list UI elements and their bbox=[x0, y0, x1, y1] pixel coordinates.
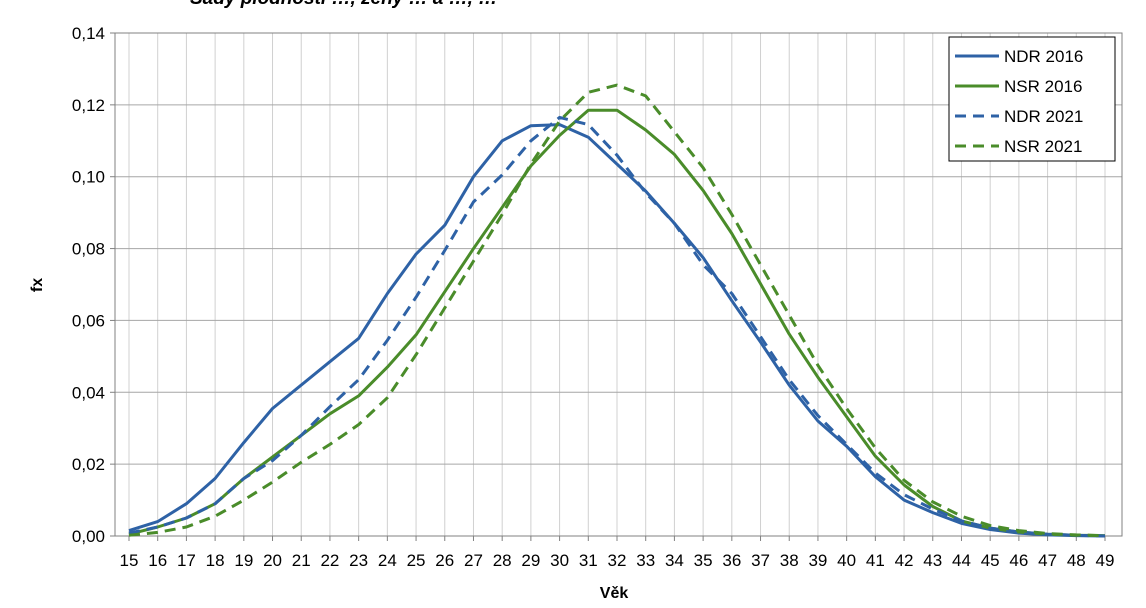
header-fragment: Sady plodnosti …, ženy … a …, … bbox=[190, 0, 497, 9]
x-tick-label: 22 bbox=[320, 551, 339, 570]
legend-label: NSR 2021 bbox=[1004, 137, 1082, 156]
plot-border bbox=[114, 32, 1123, 537]
series-line-ndr-2021 bbox=[128, 115, 1106, 538]
x-tick-label: 30 bbox=[550, 551, 569, 570]
series-line-nsr-2021 bbox=[128, 83, 1106, 538]
x-tick-label: 16 bbox=[148, 551, 167, 570]
x-tick-label: 15 bbox=[120, 551, 139, 570]
y-tick-label: 0,12 bbox=[72, 96, 105, 115]
y-axis-label: fx bbox=[29, 278, 46, 292]
x-tick-label: 19 bbox=[234, 551, 253, 570]
x-tick-label: 37 bbox=[751, 551, 770, 570]
legend-label: NDR 2021 bbox=[1004, 107, 1083, 126]
legend-box bbox=[948, 36, 1116, 162]
x-tick-label: 23 bbox=[349, 551, 368, 570]
x-tick-label: 38 bbox=[780, 551, 799, 570]
series-lines bbox=[128, 83, 1106, 538]
x-tick-label: 28 bbox=[493, 551, 512, 570]
legend-label: NDR 2016 bbox=[1004, 47, 1083, 66]
x-tick-label: 40 bbox=[837, 551, 856, 570]
x-tick-label: 46 bbox=[1009, 551, 1028, 570]
x-tick-label: 49 bbox=[1096, 551, 1115, 570]
series-line-ndr-2016 bbox=[128, 123, 1106, 538]
x-tick-label: 34 bbox=[665, 551, 684, 570]
x-tick-label: 21 bbox=[292, 551, 311, 570]
x-tick-label: 25 bbox=[407, 551, 426, 570]
x-tick-label: 42 bbox=[895, 551, 914, 570]
x-tick-label: 31 bbox=[579, 551, 598, 570]
x-tick-label: 20 bbox=[263, 551, 282, 570]
x-axis-label: Věk bbox=[600, 585, 629, 602]
x-tick-label: 29 bbox=[521, 551, 540, 570]
x-axis: 15 16 17 18 19 20 21 22 23 24 25 26 27 28 29 30 31 32 33 34… bbox=[120, 536, 1115, 570]
y-tick-label: 0,10 bbox=[72, 168, 105, 187]
y-tick-label: 0,04 bbox=[72, 383, 105, 402]
y-axis: 0,00 0,02 0,04 0,06 0,08 0,10 0,12 0,14 bbox=[72, 24, 115, 546]
y-tick-label: 0,06 bbox=[72, 311, 105, 330]
y-tick-label: 0,00 bbox=[72, 527, 105, 546]
legend-label: NSR 2016 bbox=[1004, 77, 1082, 96]
x-tick-label: 48 bbox=[1067, 551, 1086, 570]
x-tick-label: 43 bbox=[923, 551, 942, 570]
x-tick-label: 26 bbox=[435, 551, 454, 570]
x-tick-label: 33 bbox=[636, 551, 655, 570]
x-tick-label: 32 bbox=[608, 551, 627, 570]
legend: NDR 2016 NSR 2016 NDR 2021 NSR 2021 bbox=[948, 36, 1116, 162]
y-tick-label: 0,14 bbox=[72, 24, 105, 43]
x-tick-label: 35 bbox=[694, 551, 713, 570]
x-tick-label: 17 bbox=[177, 551, 196, 570]
x-tick-label: 18 bbox=[206, 551, 225, 570]
x-tick-label: 36 bbox=[722, 551, 741, 570]
x-tick-label: 44 bbox=[952, 551, 971, 570]
x-tick-label: 45 bbox=[981, 551, 1000, 570]
x-tick-label: 39 bbox=[808, 551, 827, 570]
x-tick-label: 41 bbox=[866, 551, 885, 570]
x-tick-label: 47 bbox=[1038, 551, 1057, 570]
y-tick-label: 0,08 bbox=[72, 240, 105, 259]
x-tick-label: 24 bbox=[378, 551, 397, 570]
y-tick-label: 0,02 bbox=[72, 455, 105, 474]
x-tick-label: 27 bbox=[464, 551, 483, 570]
